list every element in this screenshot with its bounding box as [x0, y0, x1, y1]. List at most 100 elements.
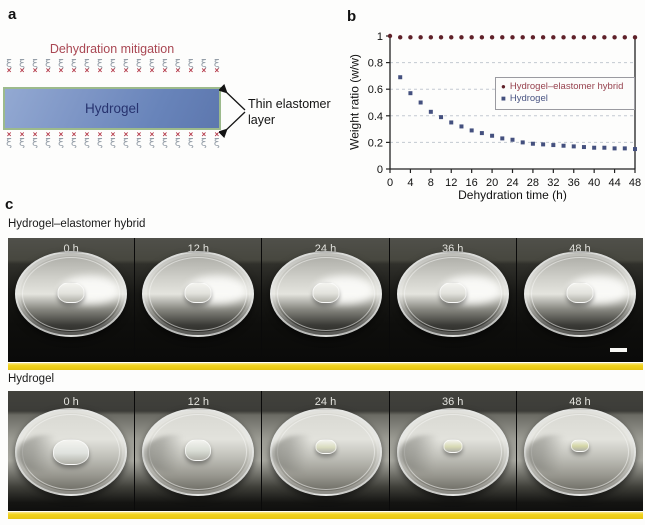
- squiggle-icon: ξ: [148, 136, 155, 149]
- photo-frame: 12 h: [135, 238, 262, 362]
- cross-icon: ×: [58, 130, 64, 139]
- svg-text:24: 24: [506, 177, 518, 189]
- cross-icon: ×: [175, 66, 181, 75]
- water-molecule-icon: ξ ×: [45, 58, 51, 75]
- circle-marker-icon: ●: [501, 81, 506, 91]
- water-molecule-icon: ξ ×: [19, 58, 25, 75]
- water-molecule-icon: ξ ×: [136, 58, 142, 75]
- dehydration-mitigation-title: Dehydration mitigation: [49, 42, 175, 56]
- cross-icon: ×: [32, 130, 38, 139]
- gel-sample: [53, 439, 90, 465]
- petri-dish-rim: [530, 257, 629, 331]
- water-molecule-icon: × ξ: [174, 130, 181, 149]
- cross-icon: ×: [71, 130, 77, 139]
- squiggle-icon: ξ: [213, 57, 220, 70]
- petri-dish-rim: [22, 257, 121, 331]
- cross-icon: ×: [58, 66, 64, 75]
- svg-text:0.6: 0.6: [368, 84, 383, 96]
- squiggle-icon: ξ: [109, 57, 117, 70]
- gel-sample: [57, 282, 85, 303]
- gel-sample: [312, 282, 339, 303]
- photo-frame: 12 h: [135, 391, 262, 511]
- water-molecule-icon: ξ ×: [162, 58, 168, 75]
- squiggle-icon: ξ: [57, 57, 65, 70]
- water-molecule-icon: ξ ×: [97, 58, 103, 75]
- squiggle-icon: ξ: [57, 136, 65, 149]
- photo-strip-hydrogel: 0 h 12 h 24 h 36 h 48 h: [8, 391, 644, 511]
- photo-strip-hybrid: 0 h 12 h 24 h 36 h 48 h: [8, 238, 644, 362]
- gel-sample: [185, 439, 212, 461]
- water-molecule-icon: × ξ: [83, 131, 91, 149]
- squiggle-icon: ξ: [83, 57, 91, 70]
- svg-text:8: 8: [428, 177, 434, 189]
- water-molecule-row-top: ξ × ξ × ξ × ξ × ξ × ξ × ξ × ξ × ξ × ξ × ξ × ξ × ξ × ξ × ξ × ξ × ξ ×: [6, 57, 220, 75]
- panel-b-label: b: [347, 8, 357, 25]
- squiggle-icon: ξ: [135, 136, 142, 149]
- squiggle-icon: ξ: [174, 136, 181, 149]
- squiggle-icon: ξ: [31, 57, 39, 70]
- cross-icon: ×: [201, 66, 207, 75]
- water-molecule-icon: × ξ: [214, 131, 220, 149]
- thin-elastomer-layer-note: Thin elastomer layer: [248, 97, 331, 128]
- cross-icon: ×: [175, 130, 181, 139]
- petri-dish-rim: [403, 257, 502, 331]
- squiggle-icon: ξ: [148, 57, 155, 70]
- chart-legend: ● Hydrogel–elastomer hybrid ■ Hydrogel: [495, 77, 635, 110]
- hydrogel-schematic-label: Hydrogel: [84, 101, 140, 116]
- cross-icon: ×: [6, 130, 12, 139]
- water-molecule-icon: × ξ: [148, 131, 155, 149]
- cross-icon: ×: [97, 130, 103, 139]
- petri-dish: [269, 251, 382, 337]
- squiggle-icon: ξ: [6, 136, 13, 149]
- legend-entry-hybrid: ● Hydrogel–elastomer hybrid: [501, 81, 629, 93]
- cross-icon: ×: [110, 130, 116, 139]
- cross-icon: ×: [149, 66, 155, 75]
- cross-icon: ×: [123, 66, 129, 75]
- cross-icon: ×: [45, 66, 51, 75]
- water-molecule-icon: ξ ×: [109, 57, 117, 75]
- squiggle-icon: ξ: [70, 136, 78, 149]
- squiggle-icon: ξ: [122, 57, 129, 70]
- squiggle-icon: ξ: [70, 57, 78, 70]
- squiggle-icon: ξ: [18, 136, 26, 149]
- water-molecule-icon: ξ ×: [188, 58, 194, 75]
- squiggle-icon: ξ: [83, 136, 91, 149]
- photo-frame: 36 h: [389, 238, 516, 362]
- squiggle-icon: ξ: [174, 57, 181, 70]
- gel-sample: [184, 282, 212, 303]
- square-marker-icon: ■: [501, 94, 506, 104]
- panel-a-label: a: [8, 6, 17, 23]
- water-molecule-icon: × ξ: [70, 130, 78, 149]
- petri-dish-rim: [149, 257, 248, 331]
- photo-frame: 48 h: [516, 238, 644, 362]
- svg-text:32: 32: [547, 177, 559, 189]
- cross-icon: ×: [162, 66, 168, 75]
- cross-icon: ×: [188, 66, 194, 75]
- panel-c-label: c: [5, 196, 14, 213]
- water-molecule-icon: × ξ: [109, 130, 117, 149]
- petri-dish-rim: [276, 257, 375, 331]
- water-molecule-icon: ξ ×: [57, 57, 65, 75]
- svg-text:1: 1: [377, 31, 383, 43]
- scatter-plot: 00.20.40.60.810 4 8 12 16 20 24 28 32 36 40 44 48: [368, 31, 641, 189]
- legend-entry-hydrogel: ■ Hydrogel: [501, 93, 629, 105]
- water-molecule-icon: × ξ: [187, 131, 194, 149]
- svg-text:0: 0: [377, 164, 383, 176]
- photo-frame: 24 h: [262, 391, 389, 511]
- water-molecule-icon: ξ ×: [148, 57, 155, 75]
- water-molecule-icon: × ξ: [201, 131, 207, 149]
- squiggle-icon: ξ: [187, 136, 194, 149]
- cross-icon: ×: [97, 66, 103, 75]
- photo-frame: 24 h: [262, 238, 389, 362]
- hydrogel-schematic: Hydrogel: [3, 87, 221, 130]
- legend-label-hybrid: Hydrogel–elastomer hybrid: [509, 81, 624, 92]
- water-molecule-icon: ξ ×: [213, 57, 220, 75]
- water-molecule-icon: × ξ: [32, 130, 38, 149]
- squiggle-icon: ξ: [109, 136, 117, 149]
- photo-frame: 48 h: [516, 391, 644, 511]
- time-label: 36 h: [442, 396, 464, 408]
- water-molecule-icon: ξ ×: [83, 57, 91, 75]
- svg-text:0.4: 0.4: [368, 111, 383, 123]
- cross-icon: ×: [110, 66, 116, 75]
